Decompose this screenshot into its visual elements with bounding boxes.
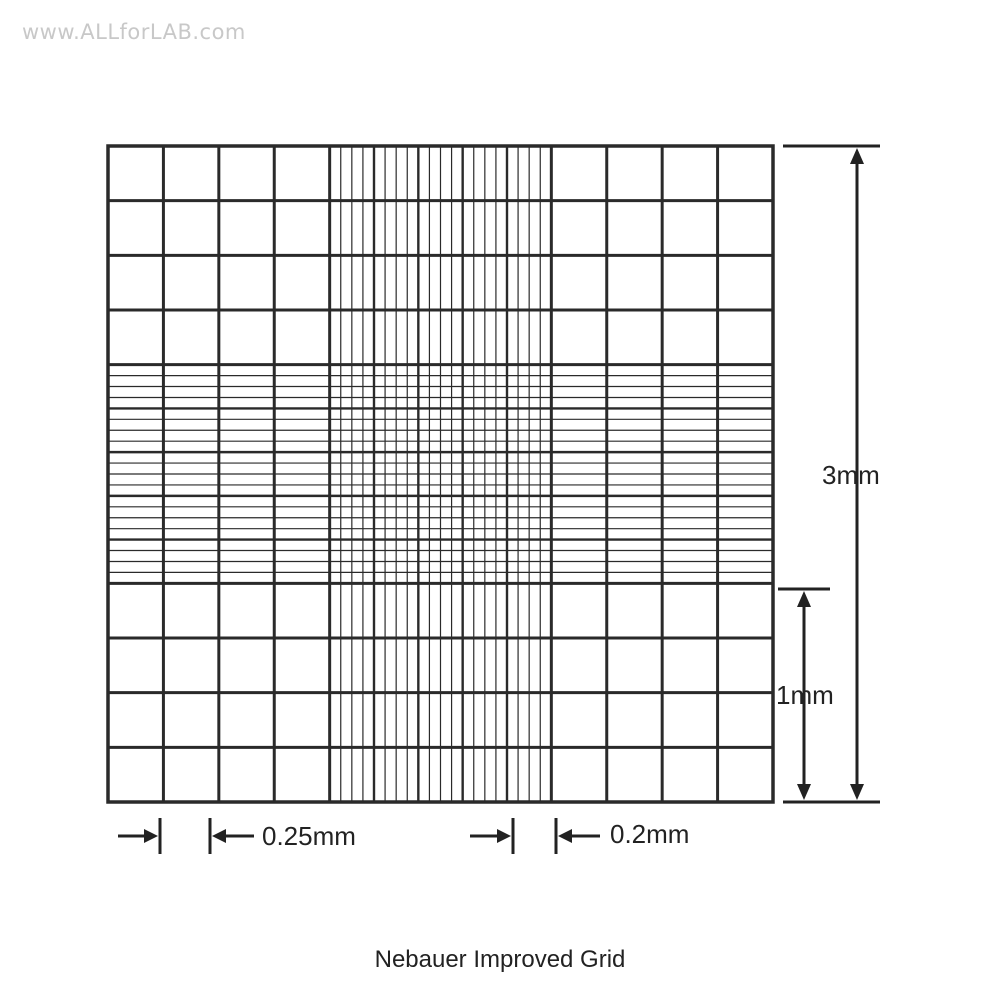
dim-025-label: 0.25mm xyxy=(262,821,356,851)
grid-border xyxy=(106,144,775,804)
dim-3mm-label: 3mm xyxy=(822,460,880,490)
dim-02-right-arrow xyxy=(558,829,572,843)
dim-3mm-arrow-up xyxy=(850,148,864,164)
diagram-caption: Nebauer Improved Grid xyxy=(375,946,626,973)
dim-025-left-arrow xyxy=(144,829,158,843)
dim-3mm-arrow-down xyxy=(850,784,864,800)
grid-lines xyxy=(106,144,775,804)
dim-02-label: 0.2mm xyxy=(610,819,689,849)
dim-02-left-arrow xyxy=(497,829,511,843)
dim-1mm-label: 1mm xyxy=(776,680,834,710)
dim-1mm-arrow-down xyxy=(797,784,811,800)
dim-025-right-arrow xyxy=(212,829,226,843)
watermark-text: www.ALLforLAB.com xyxy=(22,20,246,44)
dimension-marks xyxy=(118,144,880,854)
dim-1mm-arrow-up xyxy=(797,591,811,607)
